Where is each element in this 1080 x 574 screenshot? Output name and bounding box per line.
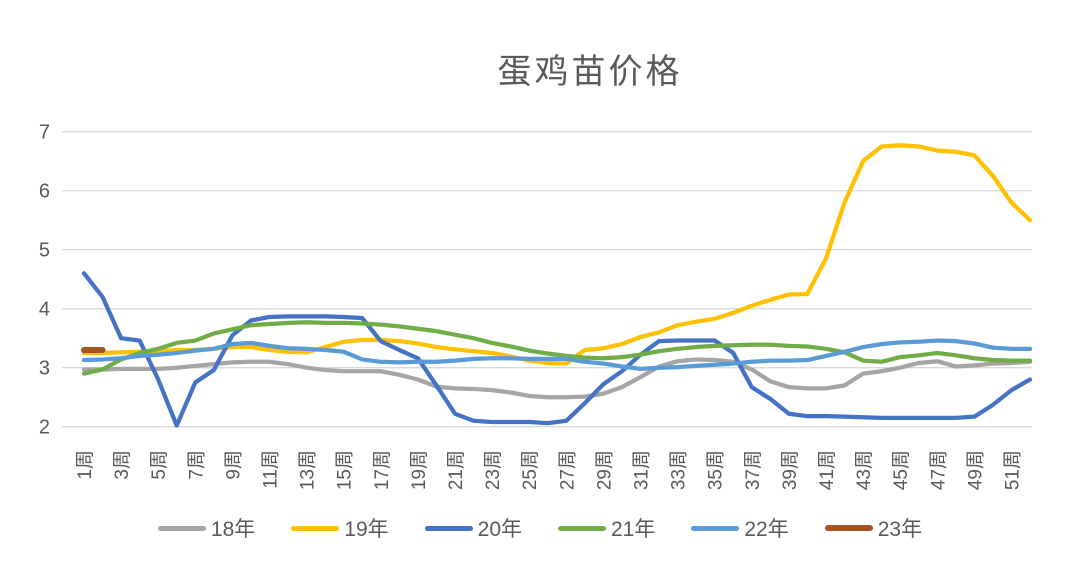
- legend-item-19: 19年: [291, 513, 389, 543]
- x-axis-tick-label: 47周: [928, 450, 949, 490]
- x-axis-tick-label: 27周: [557, 450, 578, 490]
- x-axis-tick-label: 5周: [149, 450, 170, 480]
- series-line-22: [81, 338, 1033, 372]
- legend-item-18: 18年: [157, 513, 256, 543]
- legend-swatch-20: [424, 525, 473, 531]
- x-axis-tick-label: 23周: [483, 450, 504, 490]
- x-axis-tick-label: 37周: [743, 450, 764, 490]
- x-axis-tick-label: 21周: [446, 450, 467, 490]
- x-axis-tick-label: 35周: [706, 450, 727, 490]
- x-axis-tick-label: 51周: [1002, 450, 1023, 490]
- series-line-18: [81, 357, 1033, 400]
- legend-item-22: 22年: [691, 513, 789, 543]
- legend-item-20: 20年: [424, 513, 522, 543]
- legend-swatch-18: [157, 525, 206, 531]
- legend-swatch-19: [291, 525, 340, 531]
- series-line-21: [81, 320, 1033, 376]
- legend-swatch-23: [824, 525, 873, 531]
- x-axis-tick-label: 15周: [335, 450, 356, 490]
- x-axis-tick-label: 17周: [372, 450, 393, 490]
- x-axis-tick-label: 45周: [891, 450, 912, 490]
- legend-label-18: 18年: [210, 518, 256, 541]
- x-axis-tick-label: 31周: [631, 450, 652, 490]
- y-axis-tick-label: 4: [39, 299, 50, 321]
- x-axis-tick-label: 13周: [298, 450, 319, 490]
- legend-label-20: 20年: [477, 518, 522, 541]
- y-axis-tick-label: 7: [39, 122, 50, 144]
- legend-label-21: 21年: [611, 518, 656, 541]
- x-axis-tick-label: 43周: [854, 450, 875, 490]
- series-line-19: [81, 143, 1033, 366]
- y-axis-tick-label: 6: [39, 181, 50, 203]
- x-axis-tick-label: 25周: [520, 450, 541, 490]
- legend: 18年 19年 20年 21年 22年 23年: [0, 513, 1080, 543]
- x-axis-tick-label: 1周: [75, 450, 96, 480]
- x-axis-tick-label: 3周: [112, 450, 133, 480]
- legend-item-23: 23年: [824, 513, 923, 543]
- x-axis-tick-label: 33周: [669, 450, 690, 490]
- x-axis-tick-label: 11周: [260, 450, 281, 489]
- x-axis-tick-label: 19周: [409, 450, 430, 490]
- y-axis-tick-label: 2: [39, 417, 50, 439]
- x-axis-tick-label: 39周: [780, 450, 801, 490]
- legend-label-19: 19年: [344, 518, 389, 541]
- x-axis-tick-label: 29周: [594, 450, 615, 490]
- chart-title: 蛋鸡苗价格: [497, 52, 683, 92]
- x-axis-tick-label: 49周: [965, 450, 986, 490]
- y-axis-tick-label: 5: [39, 240, 50, 262]
- legend-item-21: 21年: [558, 513, 655, 543]
- x-axis-tick-label: 7周: [186, 450, 207, 480]
- series-line-20: [81, 271, 1033, 428]
- y-axis-tick-label: 3: [39, 358, 50, 380]
- x-axis-tick-label: 41周: [817, 450, 838, 490]
- legend-swatch-21: [558, 525, 606, 531]
- legend-label-22: 22年: [744, 518, 789, 541]
- legend-swatch-22: [691, 525, 740, 531]
- x-axis-tick-label: 9周: [223, 450, 244, 480]
- legend-label-23: 23年: [877, 518, 923, 541]
